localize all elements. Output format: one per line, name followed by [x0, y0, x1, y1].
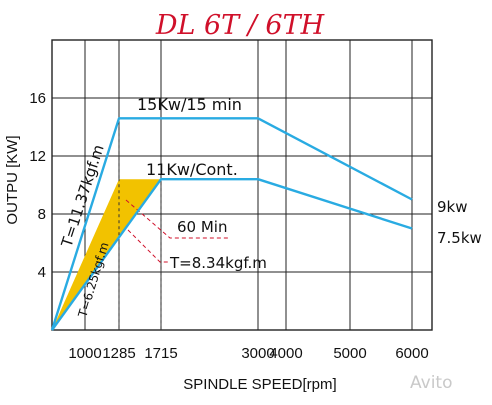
series-label-11kw: 11Kw/Cont. [146, 160, 238, 179]
grid [52, 40, 432, 330]
x-axis-label: SPINDLE SPEED[rpm] [183, 376, 336, 393]
series-line-1 [51, 177, 413, 331]
y-tick-8: 8 [38, 206, 46, 223]
y-axis-label: OUTPU [KW] [4, 135, 21, 224]
plot-frame [51, 39, 433, 331]
pointer-60-min [125, 199, 230, 239]
end-label-9kw: 9kw [437, 198, 468, 216]
x-tick-4000: 4000 [269, 345, 302, 362]
y-tick-12: 12 [29, 148, 46, 165]
y-tick-labels: 4 8 12 16 [29, 90, 46, 281]
x-tick-1715: 1715 [144, 345, 177, 362]
chart-title: DL 6T / 6TH [155, 10, 325, 41]
watermark-text: Avito [410, 373, 452, 393]
x-tick-3000: 3000 [241, 345, 274, 362]
x-tick-5000: 5000 [333, 345, 366, 362]
series-label-15kw: 15Kw/15 min [137, 95, 242, 114]
series-layer [50, 117, 413, 331]
annotation-torque-8-34: T=8.34kgf.m [169, 254, 267, 272]
end-label-7-5kw: 7.5kw [437, 229, 482, 247]
y-tick-16: 16 [29, 90, 46, 107]
guide-lines-layer [118, 118, 230, 330]
series-line-0 [50, 117, 413, 331]
pointer-torque-8-34 [127, 229, 168, 263]
x-tick-6000: 6000 [395, 345, 428, 362]
annotation-60-min: 60 Min [177, 218, 227, 236]
y-tick-4: 4 [38, 264, 46, 281]
x-tick-1000: 1000 [68, 345, 101, 362]
x-tick-1285: 1285 [102, 345, 135, 362]
